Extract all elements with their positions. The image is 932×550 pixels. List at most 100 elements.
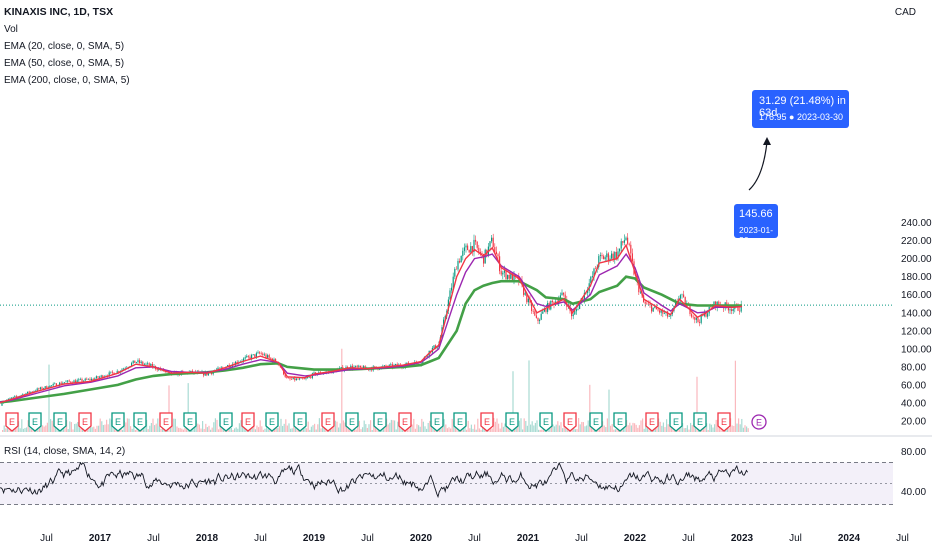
volume-bar xyxy=(504,423,506,432)
earnings-marker[interactable]: E xyxy=(373,412,387,432)
candle-body xyxy=(532,310,534,312)
earnings-marker[interactable]: E xyxy=(669,412,683,432)
candle-body xyxy=(287,377,289,379)
candle-body xyxy=(646,303,648,305)
earnings-marker[interactable]: E xyxy=(78,412,92,432)
earnings-marker[interactable]: E xyxy=(398,412,412,432)
candle-body xyxy=(539,319,541,322)
earnings-marker[interactable]: E xyxy=(693,412,707,432)
candle-body xyxy=(111,371,113,373)
candle-body xyxy=(551,300,553,303)
earnings-marker[interactable]: E xyxy=(321,412,335,432)
legend-volume[interactable]: Vol xyxy=(4,24,18,35)
volume-bar xyxy=(685,427,687,432)
rsi-legend[interactable]: RSI (14, close, SMA, 14, 2) xyxy=(4,446,126,457)
volume-bar xyxy=(190,429,192,432)
earnings-marker[interactable]: E xyxy=(453,412,467,432)
earnings-marker[interactable]: E xyxy=(219,412,233,432)
volume-bar xyxy=(429,420,431,432)
volume-bar xyxy=(355,429,357,432)
earnings-marker[interactable]: E xyxy=(563,412,577,432)
legend-ema-20[interactable]: EMA (20, close, 0, SMA, 5) xyxy=(4,41,125,52)
candle-body xyxy=(630,244,632,254)
earnings-marker[interactable]: E xyxy=(480,412,494,432)
candle-body xyxy=(156,368,158,371)
candle-body xyxy=(579,302,581,310)
volume-bar xyxy=(211,427,213,432)
volume-bar xyxy=(102,425,104,432)
earnings-marker[interactable]: E xyxy=(430,412,444,432)
measure-path xyxy=(748,141,768,191)
currency-label[interactable]: CAD xyxy=(894,7,916,18)
volume-bar xyxy=(309,429,311,432)
earnings-marker[interactable]: E xyxy=(28,412,42,432)
candle-body xyxy=(663,313,665,314)
volume-bar xyxy=(534,422,536,432)
candle-body xyxy=(505,270,507,280)
volume-bar xyxy=(286,425,288,432)
volume-bar xyxy=(640,420,642,432)
measure-target-label[interactable]: 31.29 (21.48%) in 63d 176.95 ● 2023-03-3… xyxy=(752,90,849,128)
volume-bar xyxy=(122,429,124,432)
candle-body xyxy=(147,363,149,364)
volume-bar xyxy=(48,364,50,432)
volume-bar xyxy=(606,418,608,432)
candle-body xyxy=(204,372,206,376)
earnings-marker[interactable]: E xyxy=(345,412,359,432)
earnings-marker[interactable]: E xyxy=(293,412,307,432)
earnings-marker[interactable]: E xyxy=(159,412,173,432)
candle-body xyxy=(462,250,464,256)
candle-body xyxy=(433,345,435,348)
earnings-marker[interactable]: E xyxy=(613,412,627,432)
symbol-title[interactable]: KINAXIS INC, 1D, TSX xyxy=(4,6,114,18)
candle-body xyxy=(244,357,246,359)
volume-bar xyxy=(422,421,424,432)
volume-bar xyxy=(213,422,215,432)
legend-ema-200[interactable]: EMA (200, close, 0, SMA, 5) xyxy=(4,75,130,86)
candle-body xyxy=(587,290,589,293)
time-tick: 2017 xyxy=(89,533,112,544)
earnings-marker[interactable]: E xyxy=(539,412,553,432)
svg-text:E: E xyxy=(543,417,549,427)
candle-body xyxy=(523,284,525,295)
volume-bar xyxy=(472,428,474,432)
volume-bar xyxy=(581,421,583,432)
upcoming-earnings-marker[interactable]: E xyxy=(751,414,767,430)
earnings-marker[interactable]: E xyxy=(505,412,519,432)
candle-body xyxy=(267,355,269,358)
earnings-marker[interactable]: E xyxy=(241,412,255,432)
earnings-marker[interactable]: E xyxy=(645,412,659,432)
earnings-marker[interactable]: E xyxy=(133,412,147,432)
candle-body xyxy=(251,354,253,359)
candle-body xyxy=(148,363,150,366)
volume-bar xyxy=(344,422,346,432)
legend-ema-50[interactable]: EMA (50, close, 0, SMA, 5) xyxy=(4,58,125,69)
volume-bar xyxy=(106,419,108,432)
earnings-marker[interactable]: E xyxy=(717,412,731,432)
candle-body xyxy=(351,365,353,369)
candle-body xyxy=(150,363,152,366)
earnings-marker[interactable]: E xyxy=(589,412,603,432)
volume-bar xyxy=(638,425,640,432)
measure-start-label[interactable]: 145.66 2023-01-26 xyxy=(734,204,778,245)
volume-bar xyxy=(712,427,714,432)
candle-body xyxy=(507,275,509,280)
earnings-marker[interactable]: E xyxy=(53,412,67,432)
candle-body xyxy=(137,360,139,363)
candle-body xyxy=(38,388,40,390)
volume-bar xyxy=(18,421,20,432)
time-axis[interactable]: Jul 2017 Jul 2018 Jul 2019 Jul 2020 Jul 2021 Jul 20… xyxy=(40,533,909,544)
candle-body xyxy=(358,365,360,367)
earnings-marker[interactable]: E xyxy=(265,412,279,432)
price-axis[interactable]: 20.00 40.00 60.00 80.00 100.00 120.00 140.00 16… xyxy=(901,218,932,427)
earnings-marker[interactable]: E xyxy=(183,412,197,432)
earnings-marker[interactable]: E xyxy=(111,412,125,432)
candle-body xyxy=(110,371,112,373)
earnings-marker[interactable]: E xyxy=(5,412,19,432)
volume-bar xyxy=(363,420,365,432)
volume-bar xyxy=(205,423,207,432)
volume-bar xyxy=(93,426,95,432)
candle-body xyxy=(460,255,462,263)
